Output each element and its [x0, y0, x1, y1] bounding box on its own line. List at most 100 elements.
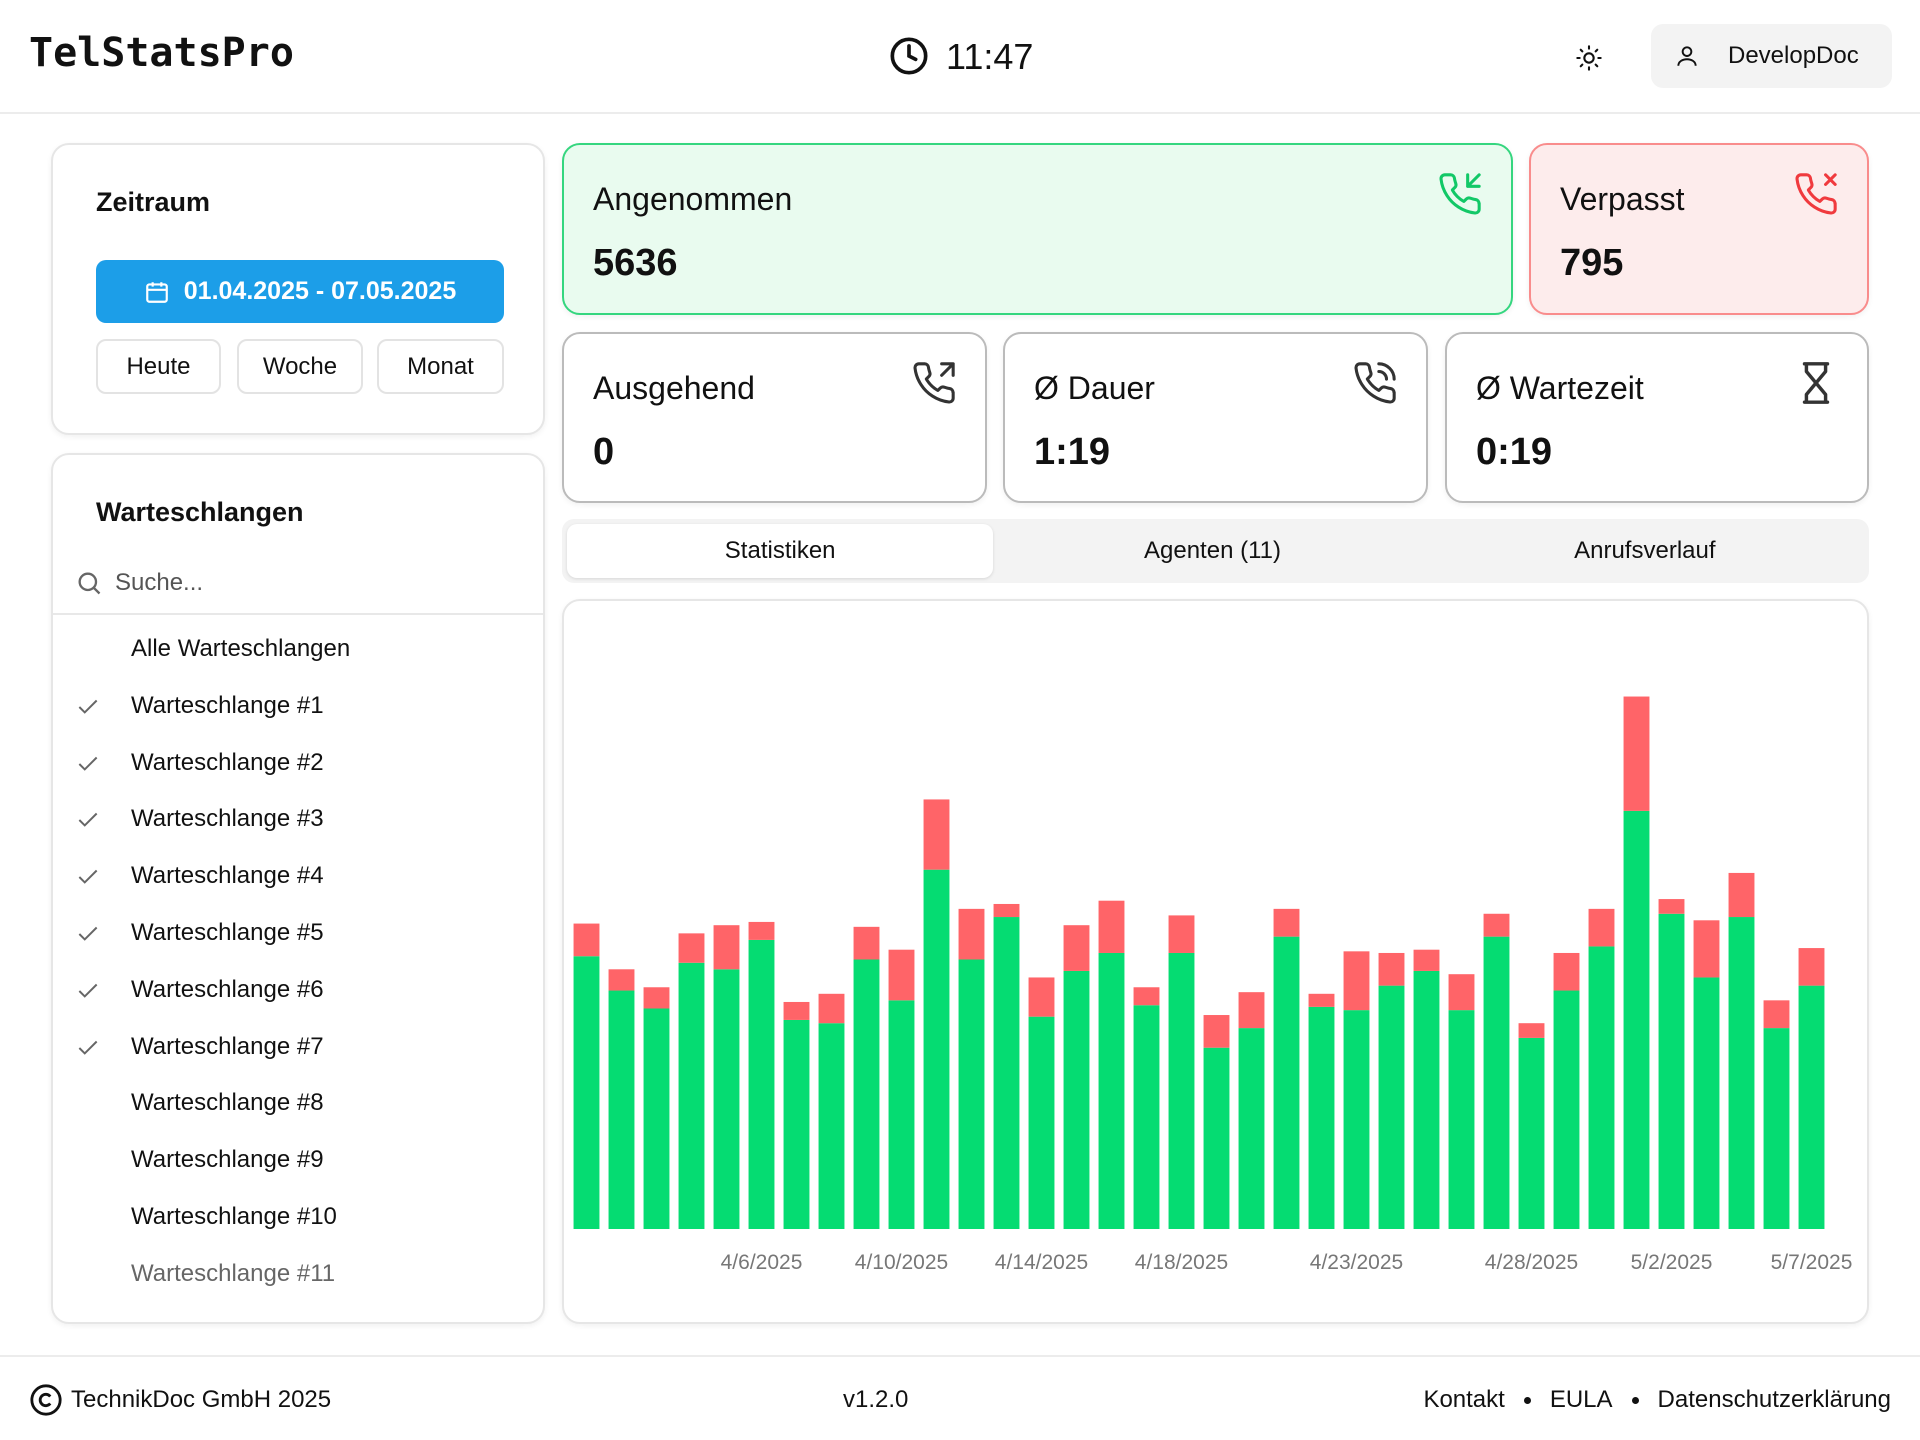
x-tick-label: 4/14/2025 [995, 1251, 1088, 1274]
bar-segment [888, 1000, 915, 1229]
copyright-icon [30, 1384, 62, 1416]
queue-item[interactable]: Warteschlange #7 [131, 1032, 324, 1060]
search-icon [78, 572, 101, 595]
period-title: Zeitraum [96, 187, 211, 217]
bar-segment [1063, 970, 1090, 1229]
queue-item[interactable]: Warteschlange #9 [131, 1146, 324, 1174]
bar-segment [993, 903, 1020, 918]
bar-segment [1133, 1005, 1160, 1229]
bar-segment [678, 962, 705, 1229]
bar-segment [1623, 810, 1650, 1229]
outgoing-icon [913, 362, 955, 404]
calendar-icon [145, 281, 168, 303]
hourglass-icon [1802, 362, 1830, 404]
stat-label: Ø Dauer [1034, 370, 1155, 406]
bar-segment [1413, 949, 1440, 971]
bar-segment [853, 959, 880, 1229]
queue-item[interactable]: Warteschlange #11 [131, 1259, 336, 1287]
footer: TechnikDoc GmbH 2025 v1.2.0 Kontakt EULA D… [0, 1355, 1920, 1440]
footer-links: Kontakt EULA Datenschutzerklärung [1423, 1386, 1891, 1414]
bar-segment [958, 908, 985, 960]
check-mark [78, 983, 98, 998]
user-name: DevelopDoc [1728, 42, 1859, 69]
bar-segment [1553, 952, 1580, 991]
bar-segment [1798, 985, 1825, 1229]
queue-item[interactable]: Warteschlange #3 [131, 805, 324, 833]
queues-card: Warteschlangen Suche... Alle Warteschlan… [51, 453, 545, 1324]
bar-segment [1763, 1000, 1790, 1029]
check-mark [78, 926, 98, 941]
queue-item[interactable]: Warteschlange #4 [131, 862, 324, 890]
stat-label: Verpasst [1560, 181, 1685, 217]
tab[interactable]: Agenten (11) [1144, 537, 1281, 564]
bar-segment [1693, 920, 1720, 978]
queue-item[interactable]: Warteschlange #6 [131, 975, 324, 1003]
check-mark [78, 869, 98, 884]
bar-segment [923, 799, 950, 870]
bar-segment [1168, 915, 1195, 953]
bar-segment [923, 869, 950, 1229]
tab[interactable]: Statistiken [567, 524, 994, 578]
bar-segment [1308, 1006, 1335, 1229]
bar-segment [1273, 936, 1300, 1229]
bar-segment [748, 921, 775, 940]
tab[interactable]: Anrufsverlauf [1574, 537, 1716, 564]
stat-value: 0:19 [1476, 431, 1553, 473]
bar-segment [993, 917, 1020, 1229]
search-input[interactable]: Suche... [115, 569, 204, 596]
bar-segment [1553, 990, 1580, 1229]
queue-item[interactable]: Alle Warteschlangen [131, 635, 351, 662]
chart: 4/6/2025 4/10/2025 4/14/2025 4/18/2025 4/23/… [573, 696, 1853, 1274]
bar-segment [818, 993, 845, 1024]
check-mark [78, 699, 98, 714]
x-tick-label: 4/18/2025 [1135, 1251, 1228, 1274]
clock-icon [890, 37, 928, 75]
bar-segment [853, 926, 880, 960]
queue-item[interactable]: Warteschlange #8 [131, 1089, 324, 1117]
preset-button[interactable]: Heute [96, 339, 221, 394]
check-mark [78, 813, 98, 828]
check-icon [78, 1040, 98, 1055]
header: TelStatsPro 11:47 DevelopDoc [0, 0, 1920, 114]
bar-segment [643, 987, 670, 1009]
bar-segment [608, 990, 635, 1229]
footer-link[interactable]: Datenschutzerklärung [1657, 1386, 1891, 1413]
preset-button[interactable]: Monat [377, 339, 504, 394]
stat-label: Ø Wartezeit [1476, 370, 1644, 406]
x-tick-label: 4/23/2025 [1310, 1251, 1403, 1274]
theme-toggle[interactable] [1575, 44, 1603, 72]
call-icon [1354, 362, 1396, 404]
bar-segment [748, 939, 775, 1229]
bar-segment [1448, 974, 1475, 1011]
bar-segment [1098, 952, 1125, 1229]
bar-segment [1028, 1016, 1055, 1229]
bar-segment [1518, 1037, 1545, 1229]
bar-segment [1413, 970, 1440, 1229]
x-tick-label: 5/7/2025 [1771, 1251, 1853, 1274]
stat-value: 5636 [593, 242, 678, 284]
queue-item[interactable]: Warteschlange #10 [131, 1203, 337, 1230]
queue-item[interactable]: Warteschlange #5 [131, 919, 324, 946]
bar-segment [1238, 992, 1265, 1029]
bar-segment [1658, 899, 1685, 914]
footer-link[interactable]: Kontakt [1423, 1386, 1505, 1413]
bar-segment [1203, 1015, 1230, 1048]
bar-segment [1518, 1023, 1545, 1038]
bar-segment [1028, 977, 1055, 1017]
bar-segment [1308, 993, 1335, 1007]
x-tick-label: 4/28/2025 [1485, 1251, 1578, 1274]
bar-segment [1343, 951, 1370, 1011]
bar-segment [1238, 1028, 1265, 1229]
check-icon [78, 756, 98, 771]
queue-item[interactable]: Warteschlange #2 [131, 748, 324, 776]
preset-button[interactable]: Woche [237, 339, 363, 394]
bar-segment [783, 1019, 810, 1229]
bar-segment [713, 969, 740, 1229]
user-button[interactable]: DevelopDoc [1651, 24, 1892, 88]
date-range-button[interactable]: 01.04.2025 - 07.05.2025 [96, 260, 504, 323]
footer-link[interactable]: EULA [1549, 1386, 1613, 1413]
bar-segment [1798, 948, 1825, 986]
bar-segment [1728, 917, 1755, 1229]
queue-item[interactable]: Warteschlange #1 [131, 691, 324, 719]
